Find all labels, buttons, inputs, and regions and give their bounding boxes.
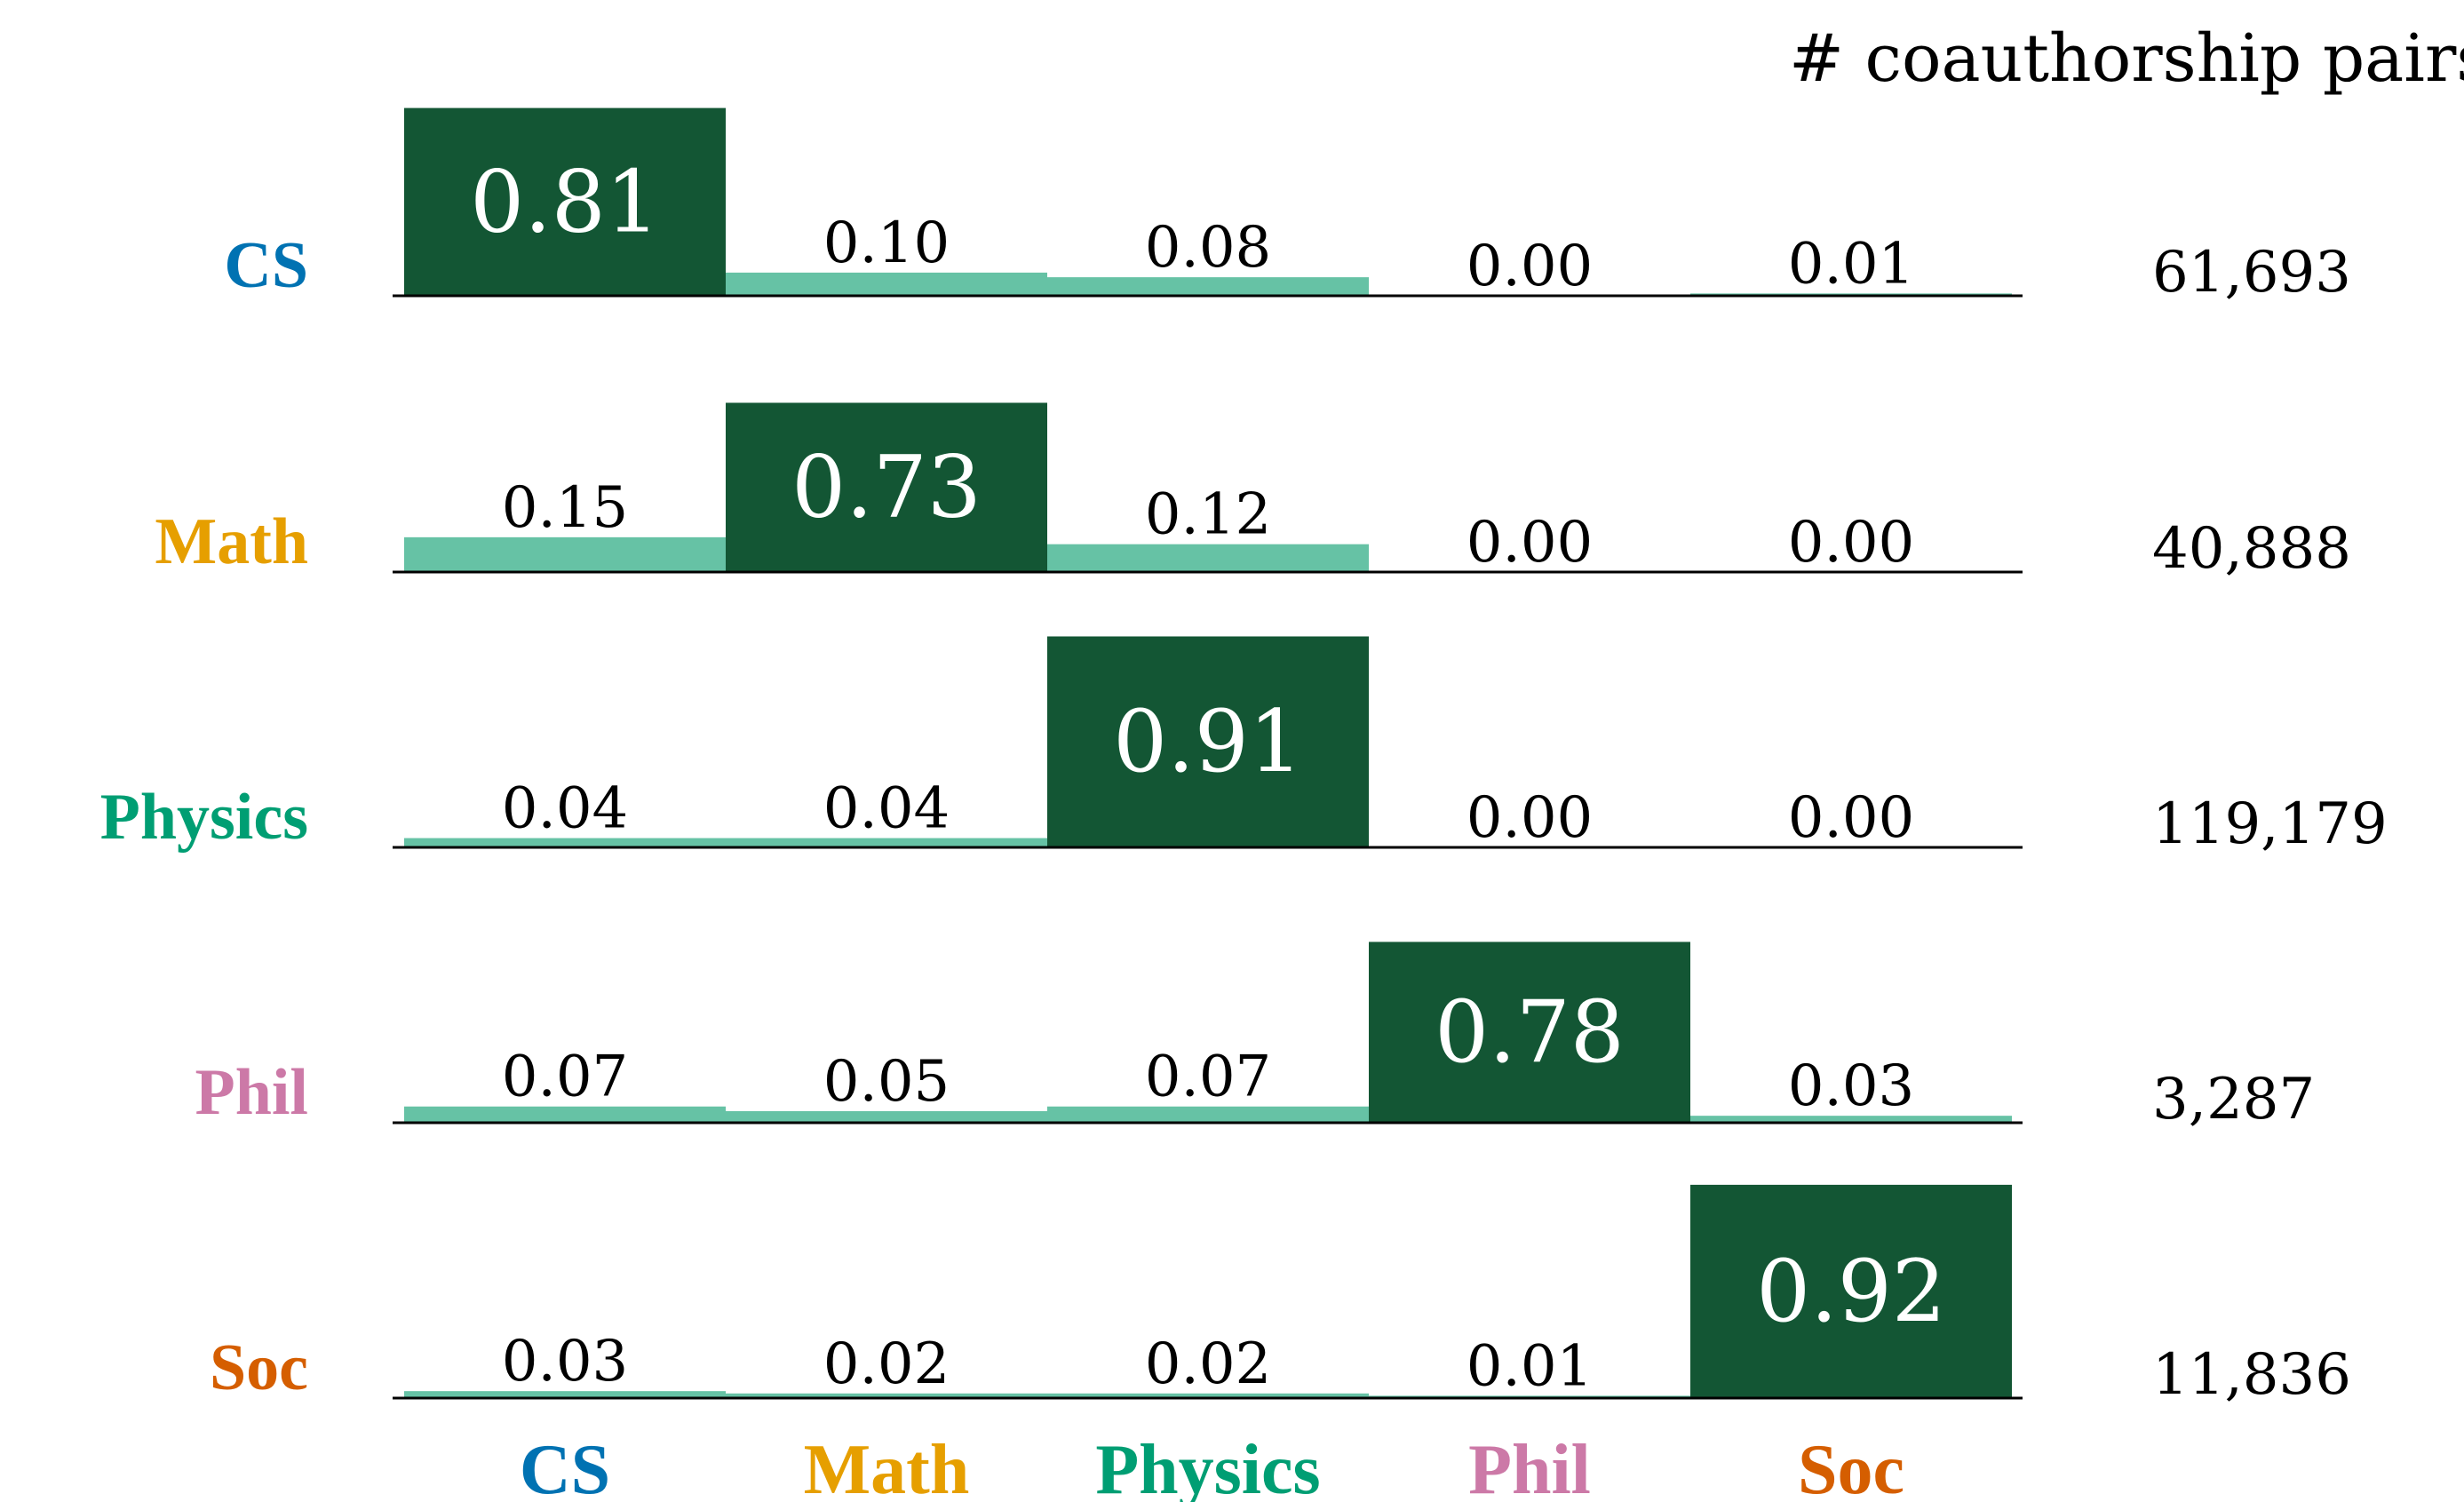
bar xyxy=(1690,1116,2012,1123)
bar xyxy=(404,107,726,296)
count-label: 119,179 xyxy=(2152,791,2388,857)
bar xyxy=(404,536,726,572)
count-label: 40,888 xyxy=(2152,516,2351,582)
data-label: 0.03 xyxy=(1788,1053,1915,1119)
data-label: 0.04 xyxy=(502,776,629,842)
data-label: 0.81 xyxy=(470,152,660,251)
row-label: Physics xyxy=(100,781,308,854)
data-label: 0.15 xyxy=(502,475,629,541)
data-label: 0.00 xyxy=(1788,785,1915,851)
count-label: 3,287 xyxy=(2152,1067,2315,1132)
data-label: 0.07 xyxy=(1145,1045,1272,1110)
bar xyxy=(404,1391,726,1398)
col-label: Phil xyxy=(1468,1431,1591,1502)
data-label: 0.00 xyxy=(1466,510,1594,576)
data-label: 0.05 xyxy=(823,1049,950,1115)
bar xyxy=(726,1110,1047,1123)
bar xyxy=(1047,1393,1369,1398)
data-label: 0.00 xyxy=(1788,510,1915,576)
col-label: Physics xyxy=(1095,1431,1320,1502)
bar xyxy=(1047,277,1369,296)
col-label: Math xyxy=(804,1431,970,1502)
data-label: 0.00 xyxy=(1466,234,1594,299)
col-label: Soc xyxy=(1798,1431,1904,1502)
data-label: 0.91 xyxy=(1113,692,1303,791)
row-label: Phil xyxy=(195,1056,308,1129)
data-label: 0.73 xyxy=(791,438,982,537)
data-label: 0.78 xyxy=(1435,982,1625,1082)
bar xyxy=(726,402,1047,572)
data-label: 0.03 xyxy=(502,1329,629,1395)
col-label: CS xyxy=(520,1431,610,1502)
bar xyxy=(1047,636,1369,847)
bar xyxy=(404,838,726,847)
row-label: CS xyxy=(224,229,308,302)
row-label: Math xyxy=(155,505,308,578)
row-label: Soc xyxy=(210,1331,308,1404)
count-label: 61,693 xyxy=(2152,240,2351,306)
bar xyxy=(726,272,1047,296)
data-label: 0.07 xyxy=(502,1045,629,1110)
data-label: 0.10 xyxy=(823,211,950,276)
data-label: 0.01 xyxy=(1466,1333,1594,1399)
bar xyxy=(726,1393,1047,1398)
data-label: 0.92 xyxy=(1756,1242,1946,1341)
data-label: 0.01 xyxy=(1788,231,1915,297)
count-header: # coauthorship pairs xyxy=(1789,20,2464,97)
data-label: 0.04 xyxy=(823,776,950,842)
data-label: 0.02 xyxy=(1145,1331,1272,1397)
data-label: 0.00 xyxy=(1466,785,1594,851)
data-label: 0.12 xyxy=(1145,482,1272,548)
bar xyxy=(1369,942,1690,1123)
data-label: 0.08 xyxy=(1145,215,1272,281)
bar xyxy=(1047,544,1369,572)
bar xyxy=(404,1106,726,1123)
data-label: 0.02 xyxy=(823,1331,950,1397)
bar xyxy=(726,838,1047,847)
bar xyxy=(1690,1184,2012,1398)
bar xyxy=(1047,1106,1369,1123)
count-label: 11,836 xyxy=(2152,1342,2351,1408)
